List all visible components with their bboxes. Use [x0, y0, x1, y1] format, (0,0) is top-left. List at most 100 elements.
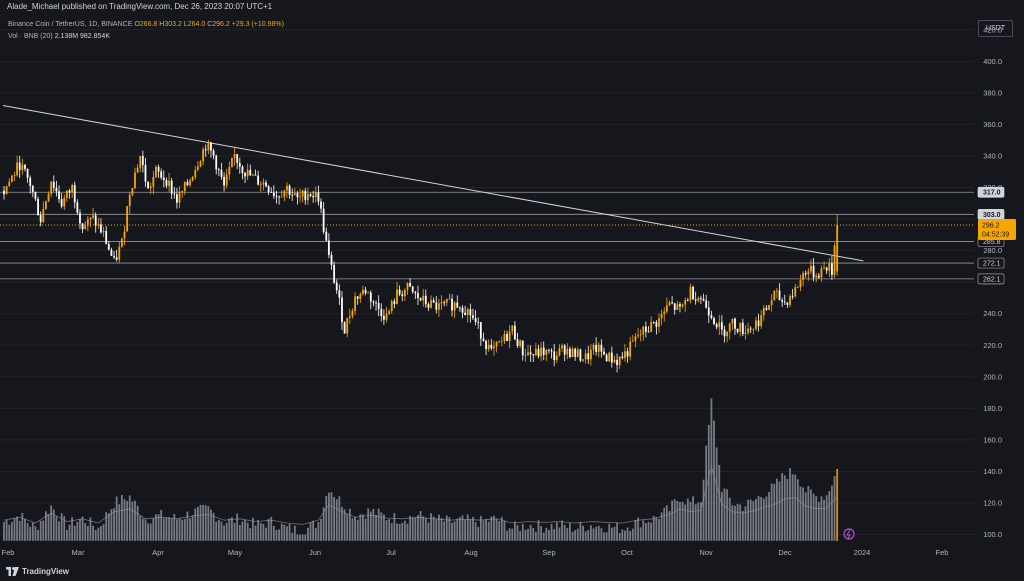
footer: TradingView: [0, 562, 1024, 581]
candle-body: [663, 311, 666, 315]
time-tick-label: Sep: [542, 548, 555, 557]
candle-body: [320, 201, 322, 209]
candle-body: [396, 289, 398, 305]
candle-body: [495, 341, 498, 347]
candle-body: [417, 293, 419, 299]
candle-body: [550, 350, 553, 352]
volume-bar: [194, 508, 197, 541]
volume-indicator-label[interactable]: Vol · BNB (20): [8, 33, 53, 40]
candle-body: [280, 196, 283, 198]
candle-body: [84, 225, 87, 230]
candle-body: [191, 177, 194, 181]
open-label: O: [134, 21, 140, 28]
candle-body: [45, 201, 47, 209]
volume-bar: [582, 525, 584, 541]
candle-body: [5, 186, 8, 195]
candle-body: [105, 231, 108, 244]
trendline[interactable]: [2, 104, 864, 262]
candle-body: [833, 245, 836, 275]
volume-bar: [26, 523, 29, 541]
volume-bar: [196, 506, 199, 541]
candle-body: [440, 302, 443, 304]
flash-icon[interactable]: [843, 528, 855, 540]
volume-bar: [267, 518, 270, 541]
volume-bar: [39, 520, 42, 541]
volume-bar: [786, 479, 789, 541]
candle-body: [741, 322, 744, 334]
candle-body: [807, 271, 810, 275]
volume-bar: [516, 525, 519, 541]
candle-body: [278, 196, 280, 198]
candle-body: [794, 287, 797, 297]
candle-body: [655, 322, 658, 327]
volume-bar: [448, 517, 451, 541]
time-tick-label: Nov: [699, 548, 713, 557]
volume-bar: [165, 517, 168, 541]
candle-body: [157, 166, 160, 172]
price-chart[interactable]: 420.0400.0380.0360.0340.0320.0300.0280.0…: [0, 14, 1024, 562]
horizontal-levels[interactable]: [0, 191, 974, 280]
volume-bar: [212, 512, 215, 541]
candle-body: [477, 321, 480, 323]
volume-bar: [191, 515, 194, 541]
volume-bar: [225, 522, 228, 541]
candle-body: [817, 275, 820, 278]
candle-body: [372, 301, 375, 303]
candle-body: [207, 142, 210, 151]
candle-body: [689, 287, 692, 301]
volume-bar: [115, 496, 118, 541]
candle-body: [312, 196, 315, 198]
candle-body: [183, 182, 186, 192]
time-axis[interactable]: Feb Mar Apr May Jun Jul Aug Sep Oct Nov Dec 2024 Feb: [2, 548, 949, 557]
symbol-name[interactable]: Binance Coin / TetherUS, 1D, BINANCE: [8, 21, 133, 28]
volume-bar: [647, 521, 650, 541]
volume-bar: [836, 468, 839, 541]
volume-bar: [514, 521, 516, 541]
candle-body: [13, 175, 16, 177]
volume-bar: [765, 496, 768, 541]
volume-bar: [608, 523, 611, 541]
volume-bar: [338, 496, 341, 541]
currency-button[interactable]: USDT: [978, 20, 1013, 37]
candle-body: [414, 291, 417, 294]
candle-body: [718, 322, 721, 328]
volume-bar: [527, 528, 529, 541]
volume-bar: [432, 516, 435, 541]
price-tick-label: 200.0: [983, 372, 1002, 381]
candle-body: [776, 290, 778, 292]
volume-bar: [728, 497, 731, 541]
candle-body: [238, 162, 241, 167]
volume-bar: [579, 522, 582, 541]
candle-body: [296, 193, 299, 198]
volume-bar: [828, 491, 831, 541]
candle-body: [600, 344, 603, 352]
volume-bar: [5, 520, 8, 541]
volume-bar: [42, 520, 45, 541]
volume-bar: [3, 522, 5, 541]
volume-bar: [427, 522, 430, 541]
volume-bar: [183, 518, 186, 541]
candle-body: [469, 309, 472, 316]
time-tick-label: Jun: [309, 548, 321, 557]
candle-body: [267, 186, 270, 192]
volume-bar: [726, 489, 729, 541]
candle-body: [804, 273, 807, 275]
volume-bar: [461, 515, 464, 541]
tradingview-brand[interactable]: TradingView: [22, 567, 69, 576]
candle-body: [537, 348, 540, 357]
volume-bar: [521, 523, 524, 541]
volume-bar: [246, 522, 249, 541]
candle-body: [351, 310, 354, 317]
low-label: L: [183, 21, 188, 28]
candle-body: [330, 254, 333, 265]
volume-bar: [731, 505, 734, 541]
candle-body: [458, 307, 461, 309]
volume-bar: [804, 492, 807, 541]
candle-body: [24, 164, 26, 169]
candle-body: [700, 298, 702, 299]
candle-body: [162, 177, 165, 181]
candle-body: [524, 355, 527, 357]
candle-body: [799, 279, 802, 288]
volume-bar: [736, 503, 739, 541]
volume-bar: [430, 513, 432, 541]
